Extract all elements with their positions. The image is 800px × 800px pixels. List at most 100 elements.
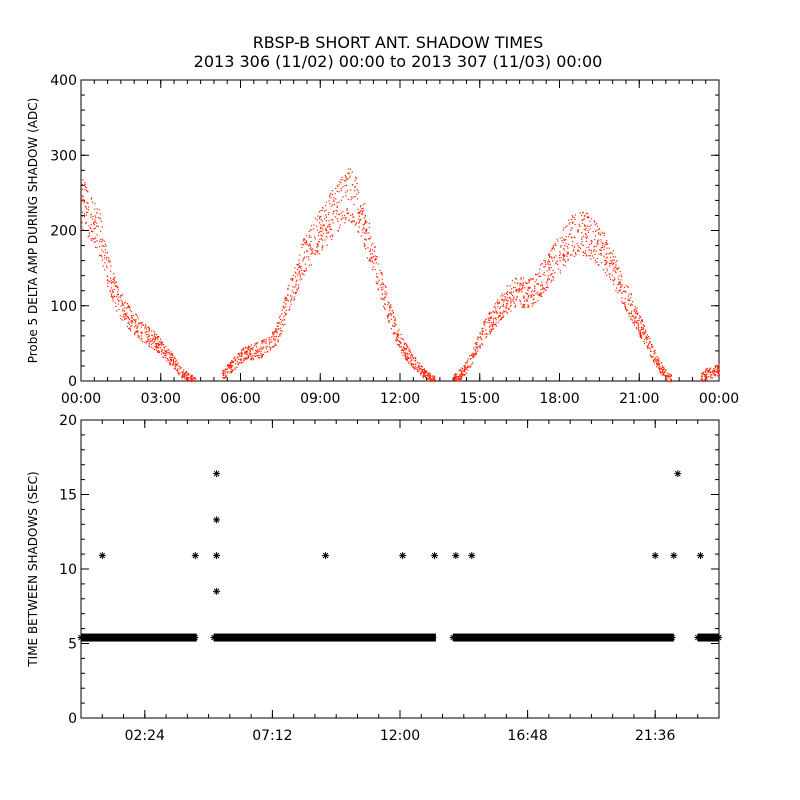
data-point [707, 370, 709, 372]
data-point [381, 278, 383, 280]
data-point [620, 279, 622, 281]
data-point [630, 318, 632, 321]
data-point [98, 209, 100, 211]
data-point [81, 222, 83, 224]
data-point [314, 217, 317, 219]
data-point [169, 353, 171, 355]
star-marker [213, 552, 221, 560]
data-point [491, 324, 494, 326]
data-point [643, 331, 645, 333]
data-point [659, 369, 661, 371]
data-point [231, 365, 234, 367]
data-point [641, 337, 643, 339]
data-point [190, 374, 192, 376]
data-point [171, 356, 173, 358]
data-point [714, 371, 716, 373]
data-point [494, 306, 496, 308]
data-point [234, 359, 236, 361]
data-point [606, 240, 608, 242]
data-point [85, 206, 87, 208]
data-point [618, 282, 620, 284]
data-point [567, 252, 569, 255]
data-point [171, 358, 173, 361]
data-point [338, 227, 340, 229]
data-point [110, 265, 112, 267]
data-point [394, 317, 396, 319]
data-point [489, 329, 491, 331]
data-point [287, 300, 289, 302]
data-point [405, 354, 407, 356]
data-point [425, 375, 427, 377]
data-point [85, 222, 87, 225]
data-point [171, 354, 173, 356]
data-point [519, 285, 521, 287]
data-point [414, 360, 416, 362]
data-point [350, 196, 353, 198]
data-point [411, 362, 413, 365]
data-point [188, 379, 190, 381]
data-point [335, 198, 337, 200]
data-point [397, 330, 399, 332]
data-point [191, 375, 193, 377]
data-point [87, 191, 89, 193]
data-point [160, 342, 162, 344]
data-point [428, 376, 430, 378]
data-point [702, 371, 704, 374]
data-point [228, 365, 230, 367]
data-point [702, 378, 704, 381]
data-point [114, 282, 116, 285]
data-point [547, 277, 549, 279]
data-point [501, 317, 503, 319]
data-point [316, 219, 318, 221]
data-point [223, 377, 225, 379]
data-point [345, 176, 347, 178]
data-point [571, 244, 573, 247]
star-marker [322, 552, 330, 560]
data-point [121, 293, 123, 296]
data-point [165, 354, 167, 356]
data-point [106, 256, 108, 259]
data-point [588, 225, 590, 228]
data-point [474, 349, 476, 351]
bottom-frame [80, 419, 720, 719]
data-point [183, 373, 185, 376]
data-point [596, 257, 599, 260]
data-point [628, 312, 631, 314]
data-point [481, 333, 483, 335]
data-point [614, 266, 616, 268]
data-point [172, 363, 174, 365]
data-point [148, 335, 150, 337]
data-point [354, 186, 357, 188]
data-point [298, 262, 301, 265]
data-point [317, 250, 319, 252]
data-point [714, 365, 716, 367]
data-point [377, 281, 379, 283]
data-point [112, 298, 114, 300]
data-point [279, 318, 282, 321]
data-point [669, 377, 671, 379]
data-point [330, 205, 332, 207]
data-point [81, 183, 83, 186]
data-point [158, 346, 160, 348]
data-point [526, 299, 529, 301]
data-point [569, 254, 572, 256]
data-point [619, 281, 621, 284]
data-point [635, 317, 637, 319]
data-point [388, 302, 390, 304]
data-point [542, 286, 544, 288]
data-point [630, 313, 633, 315]
data-point [346, 209, 348, 211]
data-point [148, 331, 150, 333]
data-point [282, 306, 285, 308]
data-point [320, 230, 322, 233]
data-point [349, 214, 352, 216]
data-point [464, 368, 467, 370]
data-point [353, 203, 355, 206]
data-point [579, 212, 581, 214]
data-point [388, 306, 391, 308]
data-point [590, 224, 592, 226]
data-point [116, 310, 118, 312]
data-point [328, 220, 330, 222]
data-point [342, 179, 344, 181]
data-point [150, 343, 153, 345]
